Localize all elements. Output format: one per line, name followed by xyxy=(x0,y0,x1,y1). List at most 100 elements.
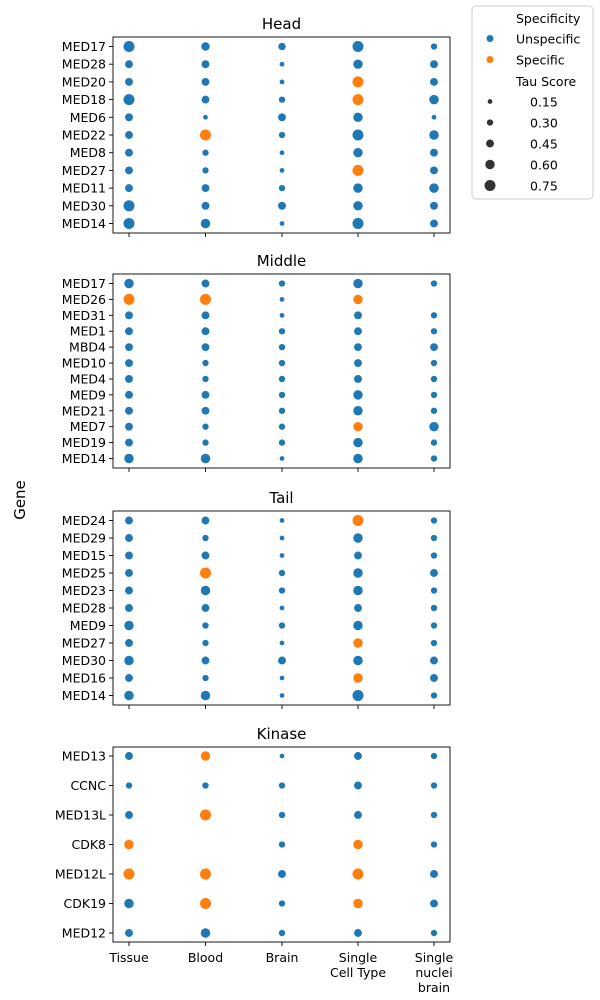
dot-med25-3 xyxy=(353,568,363,578)
dot-med11-3 xyxy=(353,183,363,193)
dot-med17-3 xyxy=(353,278,363,289)
gene-tick-label: MED16 xyxy=(62,671,106,686)
gene-tick-label: MED14 xyxy=(62,216,106,231)
dot-med16-3 xyxy=(353,673,363,683)
dot-med4-1 xyxy=(202,375,209,383)
dot-med9-2 xyxy=(278,622,286,629)
dot-med25-1 xyxy=(200,567,211,579)
dot-med13-4 xyxy=(430,752,438,760)
dot-med17-0 xyxy=(124,278,134,289)
dot-med30-0 xyxy=(124,655,134,666)
category-tick-label: Single Cell Type xyxy=(330,950,386,980)
dot-med14-3 xyxy=(352,218,364,229)
dot-med24-0 xyxy=(125,516,133,525)
dot-ccnc-0 xyxy=(125,782,133,789)
dot-med11-1 xyxy=(201,184,210,193)
dot-med27-0 xyxy=(125,166,133,175)
dot-med6-3 xyxy=(353,112,363,123)
dot-med4-3 xyxy=(354,375,362,383)
gene-tick-label: MED25 xyxy=(62,566,106,581)
gene-tick-label: MBD4 xyxy=(69,340,106,355)
dot-ccnc-4 xyxy=(430,782,438,789)
gene-tick-label: MED24 xyxy=(62,513,106,528)
dot-med23-1 xyxy=(200,585,211,596)
dot-med26-3 xyxy=(353,294,363,305)
legend-hue-title: Specificity xyxy=(516,11,581,26)
dot-med7-3 xyxy=(353,421,363,432)
dot-med12-1 xyxy=(200,928,211,938)
gene-tick-label: MED13L xyxy=(55,808,106,823)
gene-tick-label: MED28 xyxy=(62,601,106,616)
dot-med27-2 xyxy=(279,168,285,173)
dot-med1-4 xyxy=(430,328,438,335)
dot-med4-0 xyxy=(125,375,133,383)
legend-marker xyxy=(486,35,494,42)
dot-med7-1 xyxy=(202,423,209,430)
gene-tick-label: MED31 xyxy=(62,308,106,323)
dot-med25-0 xyxy=(125,569,133,577)
dot-med18-3 xyxy=(352,94,364,106)
dot-med28-0 xyxy=(125,604,133,612)
dot-med7-0 xyxy=(125,422,133,431)
category-tick-label: Brain xyxy=(266,950,299,965)
panel-head: Head MED17 MED28 MED20 MED18 MED6 MED22 MED8 MED… xyxy=(62,15,451,237)
legend-size-label: 0.15 xyxy=(530,95,558,110)
gene-tick-label: MED28 xyxy=(62,57,106,72)
legend-size-label: 0.75 xyxy=(530,179,558,194)
gene-tick-label: MED26 xyxy=(62,292,106,307)
dot-med14-3 xyxy=(353,453,363,464)
dot-med20-2 xyxy=(279,79,285,85)
dot-med18-2 xyxy=(278,96,286,103)
dot-med15-2 xyxy=(279,553,285,558)
dot-med9-3 xyxy=(353,390,363,400)
dot-med13l-3 xyxy=(354,811,362,819)
dot-med29-3 xyxy=(353,533,363,543)
dot-med21-1 xyxy=(201,406,210,415)
dot-med22-1 xyxy=(200,129,211,141)
dot-med24-2 xyxy=(279,518,285,523)
category-tick-label: Blood xyxy=(188,950,223,965)
dot-med16-0 xyxy=(125,674,133,682)
dot-med19-1 xyxy=(202,439,209,446)
dot-med17-3 xyxy=(352,41,364,52)
dot-med14-0 xyxy=(123,218,135,229)
gene-tick-label: MED4 xyxy=(70,371,106,386)
dot-med20-1 xyxy=(201,77,210,86)
dot-med8-4 xyxy=(430,148,438,157)
dot-med9-1 xyxy=(201,390,210,399)
dot-med18-1 xyxy=(201,95,210,104)
dot-med19-4 xyxy=(430,439,438,446)
legend-size-label: 0.60 xyxy=(530,158,558,173)
dot-med12-2 xyxy=(278,929,286,937)
dot-med1-2 xyxy=(278,328,286,335)
dot-med27-4 xyxy=(430,639,438,647)
dot-med12l-4 xyxy=(430,870,438,878)
panels: Head MED17 MED28 MED20 MED18 MED6 MED22 MED8 MED… xyxy=(55,15,454,995)
dot-med4-4 xyxy=(430,375,438,383)
dot-med6-4 xyxy=(431,114,437,120)
dot-med27-3 xyxy=(352,164,364,176)
dot-med12-0 xyxy=(125,929,133,937)
legend-marker xyxy=(486,56,494,63)
panel-middle: MiddleMED17MED26MED31MED1MBD4MED10MED4ME… xyxy=(62,252,451,472)
dot-med28-4 xyxy=(430,60,438,69)
dot-med13l-0 xyxy=(125,811,133,819)
gene-tick-label: CCNC xyxy=(70,778,106,793)
dot-med22-4 xyxy=(429,130,439,140)
dot-med27-1 xyxy=(202,167,209,174)
dot-ccnc-2 xyxy=(278,782,286,789)
dot-med19-2 xyxy=(278,439,286,446)
dot-med10-4 xyxy=(430,359,438,367)
gene-tick-label: MED22 xyxy=(62,128,106,143)
gene-tick-label: MED9 xyxy=(70,618,106,633)
dot-med27-2 xyxy=(279,640,285,646)
dot-mbd4-4 xyxy=(430,343,438,352)
legend-hue-label: Unspecific xyxy=(516,32,580,47)
dot-med24-3 xyxy=(352,515,364,526)
dot-med14-4 xyxy=(430,219,438,228)
dot-med12l-0 xyxy=(123,868,135,880)
dot-med14-0 xyxy=(124,453,134,464)
dot-med22-0 xyxy=(125,131,133,139)
dot-med11-4 xyxy=(429,183,439,193)
dot-med14-0 xyxy=(124,690,134,701)
